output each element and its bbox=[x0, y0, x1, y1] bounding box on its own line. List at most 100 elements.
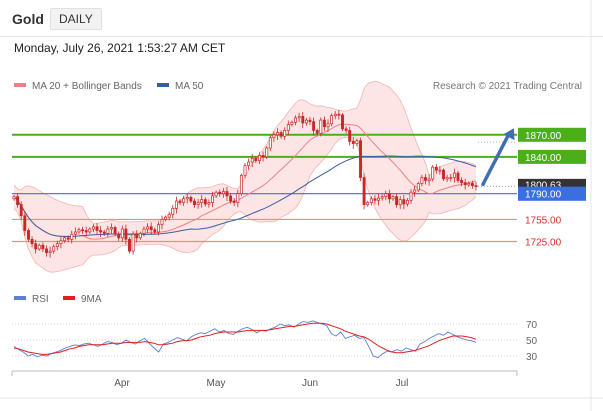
candle-body bbox=[330, 115, 334, 125]
bollinger-band bbox=[14, 81, 476, 273]
candle-body bbox=[225, 191, 229, 197]
candle-body bbox=[124, 228, 128, 240]
rsi-ma-swatch bbox=[63, 296, 75, 301]
candle-body bbox=[55, 243, 59, 247]
candle-body bbox=[106, 228, 110, 234]
candle-body bbox=[326, 123, 330, 128]
candle-body bbox=[301, 116, 305, 124]
candle-body bbox=[63, 237, 66, 242]
candle-body bbox=[23, 215, 27, 231]
candle-body bbox=[272, 134, 276, 139]
candle-body bbox=[182, 198, 186, 203]
candle-body bbox=[164, 216, 168, 220]
candle-body bbox=[189, 197, 193, 202]
legend-rsi-ma: 9MA bbox=[63, 294, 102, 305]
period-badge[interactable]: DAILY bbox=[50, 8, 102, 30]
candle-body bbox=[348, 130, 352, 142]
candle-body bbox=[102, 231, 106, 234]
candle-body bbox=[258, 155, 261, 161]
candle-body bbox=[200, 199, 204, 203]
candle-body bbox=[81, 229, 85, 232]
candle-body bbox=[142, 228, 146, 234]
candle-body bbox=[135, 233, 139, 239]
candle-body bbox=[95, 226, 99, 231]
candle-body bbox=[341, 114, 344, 130]
candle-body bbox=[99, 230, 103, 233]
candle-body bbox=[366, 202, 370, 206]
candle-body bbox=[402, 199, 406, 205]
candle-body bbox=[322, 119, 326, 128]
candle-body bbox=[167, 213, 171, 218]
rsi-tick-50: 50 bbox=[526, 336, 538, 347]
candle-body bbox=[221, 191, 225, 195]
ma50-swatch bbox=[157, 83, 169, 88]
candle-body bbox=[178, 200, 182, 203]
candle-body bbox=[416, 183, 420, 191]
last-price-label: 1800.63 bbox=[525, 180, 562, 191]
candle-body bbox=[30, 238, 34, 245]
candle-body bbox=[16, 196, 20, 206]
level-label-1755.00: 1755.00 bbox=[525, 215, 562, 226]
candle-body bbox=[236, 193, 240, 203]
candle-body bbox=[52, 246, 56, 252]
candle-body bbox=[409, 191, 413, 201]
candle-body bbox=[265, 147, 269, 158]
candle-body bbox=[214, 191, 218, 197]
candle-body bbox=[77, 229, 81, 233]
candle-body bbox=[312, 121, 316, 131]
candle-body bbox=[41, 244, 45, 250]
candle-body bbox=[315, 130, 319, 134]
candle-body bbox=[384, 193, 388, 197]
bollinger-lower bbox=[13, 136, 477, 273]
candle-body bbox=[146, 226, 150, 230]
candle-body bbox=[48, 250, 52, 253]
pivot-tag-overlay bbox=[518, 186, 586, 201]
ma20-swatch bbox=[14, 83, 26, 88]
candle-body bbox=[337, 113, 341, 116]
candle-body bbox=[153, 229, 157, 233]
candle-body bbox=[193, 200, 196, 206]
candle-body bbox=[247, 161, 251, 167]
candle-body bbox=[427, 178, 431, 181]
candle-body bbox=[254, 158, 258, 161]
candle-body bbox=[207, 202, 211, 205]
candle-body bbox=[333, 113, 337, 117]
chart-header: Gold DAILY bbox=[0, 0, 603, 38]
candle-body bbox=[196, 202, 200, 206]
candle-body bbox=[286, 124, 290, 131]
level-tag-1840.00 bbox=[518, 149, 586, 164]
candle-body bbox=[290, 121, 294, 125]
candle-body bbox=[45, 248, 48, 253]
candle-body bbox=[84, 230, 88, 233]
forecast-arrow-head bbox=[503, 128, 515, 141]
candle-body bbox=[420, 177, 424, 184]
candle-body bbox=[34, 243, 38, 250]
candle-body bbox=[283, 130, 287, 137]
candle-body bbox=[380, 196, 384, 199]
candle-body bbox=[445, 177, 449, 180]
candle-body bbox=[308, 119, 312, 122]
candle-body bbox=[174, 200, 178, 209]
candle-body bbox=[452, 172, 456, 178]
x-tick-May: May bbox=[207, 378, 226, 389]
legend-rsi-label: RSI bbox=[32, 294, 49, 305]
candle-body bbox=[467, 183, 471, 186]
ma20-line bbox=[13, 123, 477, 240]
rsi-series-RSI bbox=[13, 320, 477, 359]
candle-body bbox=[218, 191, 222, 195]
instrument-title: Gold bbox=[12, 11, 44, 27]
candle-body bbox=[243, 165, 247, 176]
level-label-1840.00: 1840.00 bbox=[525, 153, 562, 164]
candle-body bbox=[27, 230, 30, 240]
candle-body bbox=[70, 233, 74, 240]
candle-body bbox=[344, 128, 348, 131]
candle-body bbox=[391, 196, 395, 200]
level-label-1870.00: 1870.00 bbox=[525, 131, 562, 142]
rsi-tick-70: 70 bbox=[526, 320, 538, 331]
candle-body bbox=[171, 208, 175, 215]
candle-body bbox=[373, 198, 377, 201]
candle-body bbox=[261, 155, 265, 158]
legend-rsi: RSI bbox=[14, 294, 49, 305]
candle-body bbox=[438, 169, 442, 172]
